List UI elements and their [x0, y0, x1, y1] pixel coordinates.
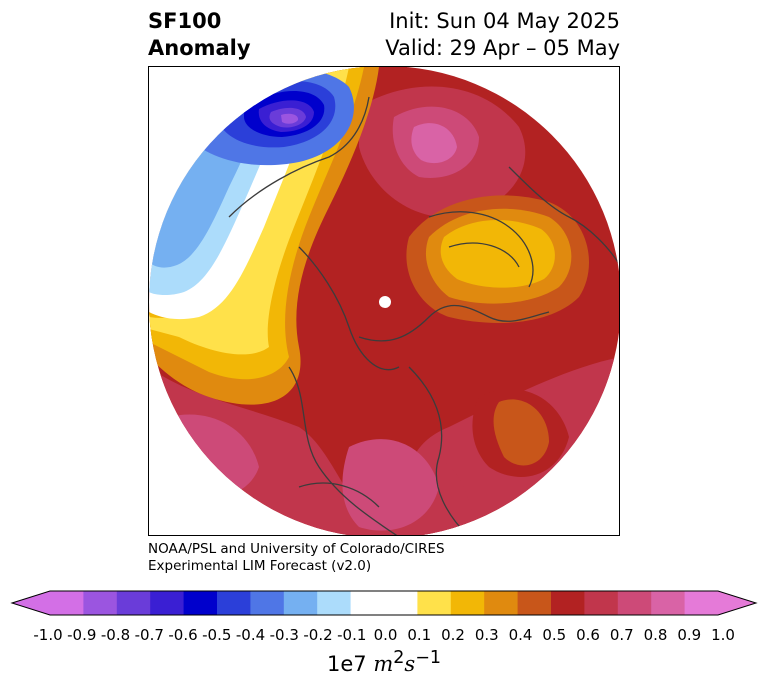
colorbar-tick-label: 0.9	[677, 626, 702, 644]
credit-line-2: Experimental LIM Forecast (v2.0)	[148, 558, 372, 574]
credit-line-1: NOAA/PSL and University of Colorado/CIRE…	[148, 541, 445, 557]
colorbar-cell	[484, 591, 519, 615]
unit-exp-1: 2	[393, 648, 405, 668]
title-type: Anomaly	[148, 36, 251, 60]
coastlines	[228, 96, 619, 535]
unit-exp-2: −1	[415, 648, 441, 668]
colorbar-tick-label: -0.4	[235, 626, 266, 644]
forecast-dates: Init: Sun 04 May 2025 Valid: 29 Apr – 05…	[385, 8, 620, 62]
colorbar-cell	[217, 591, 251, 615]
colorbar-cell	[250, 591, 285, 615]
colorbar-cell	[617, 591, 652, 615]
unit-scale: 1e7	[327, 652, 367, 676]
colorbar-cell	[116, 591, 151, 615]
colorbar-cell	[50, 591, 84, 615]
colorbar-tick-label: 0.2	[441, 626, 465, 644]
map-title: SF100 Anomaly	[148, 8, 251, 62]
credit-text: NOAA/PSL and University of Colorado/CIRE…	[148, 541, 445, 575]
valid-range: Valid: 29 Apr – 05 May	[385, 36, 620, 60]
colorbar-tick-label: -0.3	[269, 626, 299, 644]
colorbar-tick-label: 0.8	[643, 626, 668, 644]
colorbar-cell	[651, 591, 686, 615]
colorbar-tick-label: -0.1	[337, 626, 367, 644]
colorbar-tick-label: -0.6	[168, 626, 198, 644]
unit-m: m	[373, 652, 394, 676]
colorbar-tick-label: -0.5	[202, 626, 232, 644]
colorbar-cell	[384, 591, 418, 615]
colorbar-cell	[317, 591, 352, 615]
anomaly-field	[149, 67, 619, 535]
colorbar-cells	[50, 591, 719, 615]
colorbar-tick-label: -0.9	[67, 626, 97, 644]
colorbar-tick-label: 0.0	[373, 626, 398, 644]
colorbar-under-arrow	[12, 591, 50, 615]
colorbar-cell	[551, 591, 585, 615]
colorbar-cell	[183, 591, 218, 615]
colorbar-cell	[83, 591, 118, 615]
colorbar-tick-label: 0.6	[576, 626, 600, 644]
colorbar-cell	[150, 591, 185, 615]
colorbar-cell	[283, 591, 318, 615]
colorbar-tick-label: -0.7	[134, 626, 164, 644]
colorbar-tick-label: 1.0	[711, 626, 735, 644]
colorbar-unit: 1e7 m2s−1	[0, 648, 768, 676]
colorbar-cell	[417, 591, 452, 615]
unit-s: s	[404, 652, 416, 676]
polar-stereographic-map	[149, 67, 619, 535]
colorbar	[10, 590, 758, 616]
colorbar-cell	[584, 591, 619, 615]
colorbar-tick-label: 0.1	[407, 626, 432, 644]
colorbar-over-arrow	[718, 591, 756, 615]
colorbar-cell	[517, 591, 552, 615]
colorbar-tick-label: 0.7	[609, 626, 634, 644]
colorbar-cell	[350, 591, 385, 615]
colorbar-cell	[450, 591, 485, 615]
colorbar-tick-label: -0.8	[100, 626, 131, 644]
init-date: Init: Sun 04 May 2025	[389, 9, 620, 33]
colorbar-tick-label: 0.5	[542, 626, 567, 644]
title-variable: SF100	[148, 9, 222, 33]
colorbar-outline	[10, 590, 758, 616]
colorbar-cell	[684, 591, 719, 615]
colorbar-ticks: -1.0 -0.9 -0.8 -0.7 -0.6 -0.5 -0.4 -0.3 -0.2 -0.1…	[0, 626, 768, 646]
colorbar-tick-label: -0.2	[303, 626, 333, 644]
map-panel	[148, 66, 620, 536]
colorbar-tick-label: 0.4	[508, 626, 533, 644]
colorbar-tick-label: 0.3	[474, 626, 499, 644]
colorbar-tick-label: -1.0	[33, 626, 63, 644]
